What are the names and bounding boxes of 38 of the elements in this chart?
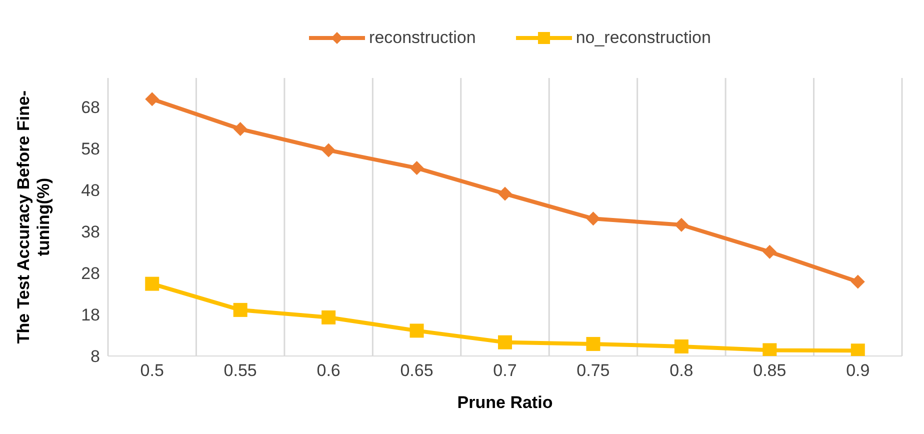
legend-label: reconstruction [369,28,476,48]
y-tick-label: 8 [90,347,100,366]
point [850,274,865,289]
x-tick-label: 0.9 [846,361,870,380]
x-tick-label: 0.65 [400,361,434,380]
x-tick-label: 0.85 [753,361,786,380]
point [674,339,688,354]
x-tick-label: 0.55 [224,361,257,380]
point [586,336,600,351]
y-tick-label: 58 [81,140,100,159]
x-tick-label: 0.75 [576,361,610,380]
point [850,344,865,356]
point [145,92,160,106]
y-tick-label: 18 [81,306,100,325]
x-tick-label: 0.5 [140,361,164,380]
x-tick-label: 0.7 [493,361,517,380]
point [586,212,600,226]
point [674,218,688,232]
x-axis-title: Prune Ratio [457,393,553,412]
point [762,343,777,356]
point [498,335,512,350]
y-tick-label: 48 [81,181,100,200]
legend-label: no_reconstruction [576,28,711,48]
y-tick-label: 68 [81,98,100,118]
x-tick-label: 0.6 [316,361,340,380]
point [145,276,160,291]
y-axis-title: The Test Accuracy Before Fine-tuning(%) [14,90,53,344]
point [498,186,512,201]
point [322,143,336,158]
x-tick-label: 0.8 [670,361,694,380]
y-tick-label: 38 [81,222,100,242]
point [233,122,248,136]
y-tick-label: 28 [81,264,100,284]
point [233,302,248,317]
point [410,161,424,176]
point [762,244,777,259]
point [322,310,336,324]
point [410,324,424,338]
